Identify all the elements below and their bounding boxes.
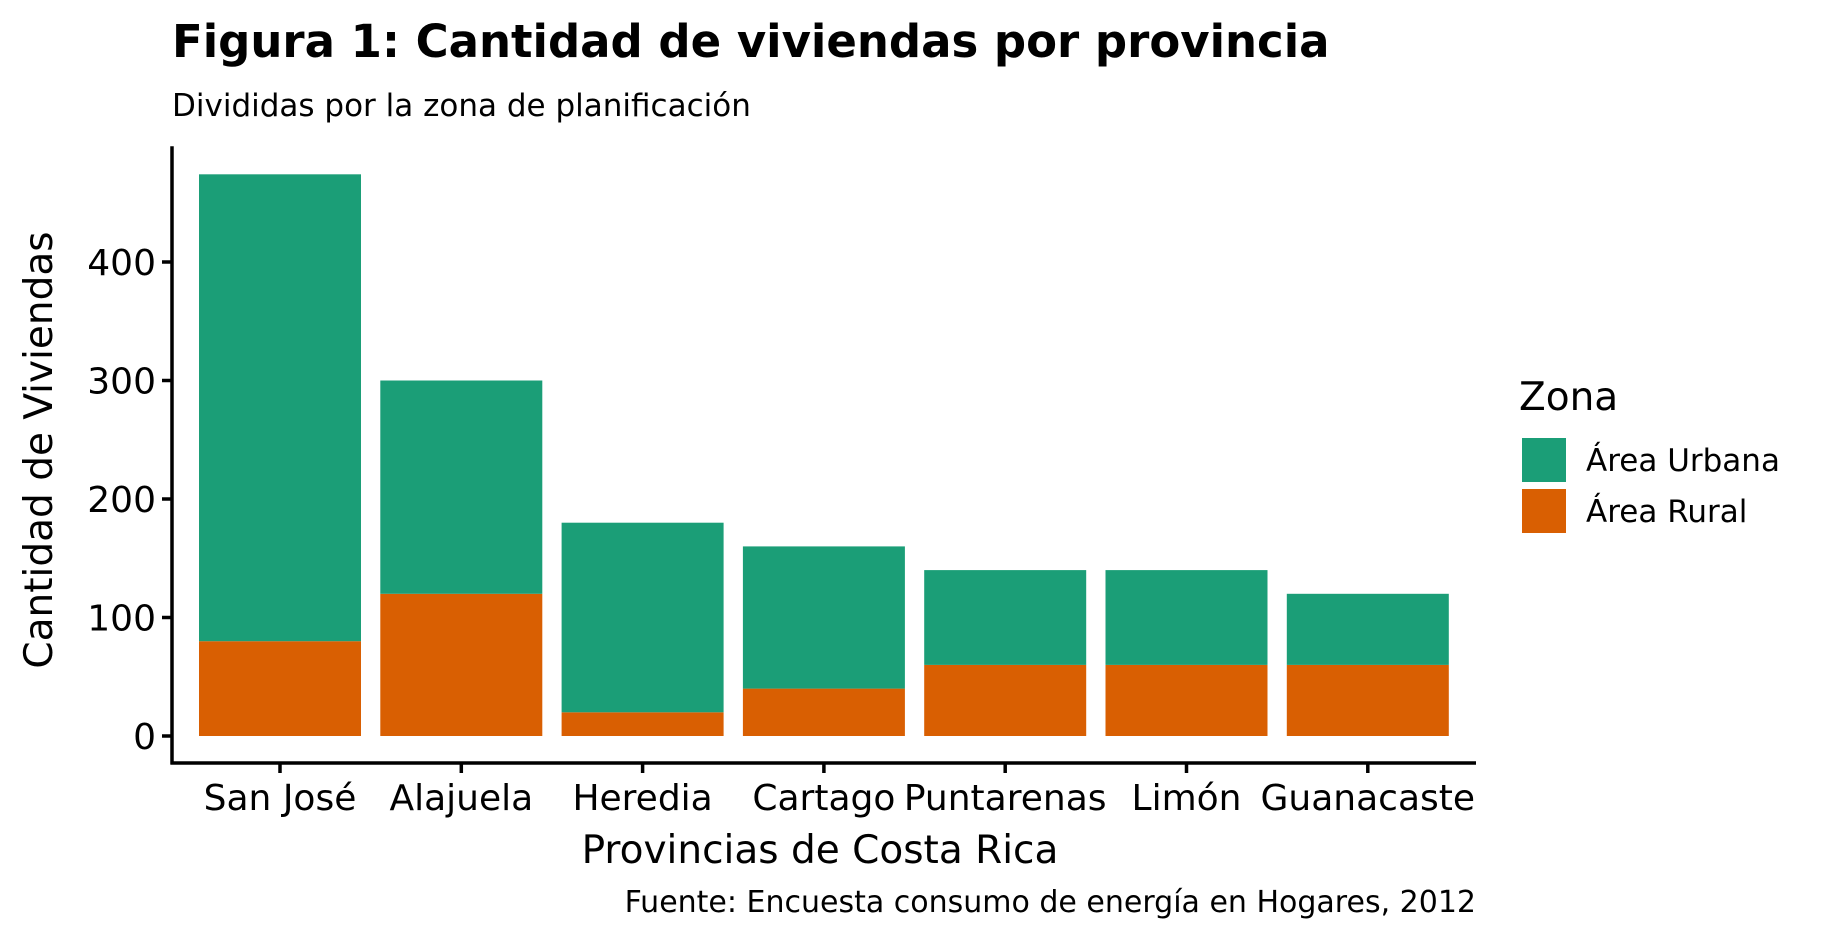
chart-caption: Fuente: Encuesta consumo de energía en H… (625, 885, 1476, 920)
y-tick-label: 400 (87, 243, 156, 284)
bars-layer (199, 174, 1449, 736)
bar-urban (1286, 593, 1449, 665)
x-axis-title: Provincias de Costa Rica (582, 828, 1059, 873)
legend-key-urban (1522, 438, 1566, 482)
bar-urban (1105, 570, 1268, 665)
y-tick-label: 300 (87, 362, 156, 403)
bar-rural (1105, 664, 1268, 736)
bar-urban (199, 174, 361, 642)
y-axis: 0 100 200 300 400 (87, 146, 174, 765)
bar-rural (1286, 664, 1449, 736)
x-tick-label: Puntarenas (904, 778, 1107, 819)
bar-rural (561, 712, 724, 736)
legend: Zona Área Urbana Área Rural (1519, 375, 1780, 533)
y-axis-title: Cantidad de Viviendas (17, 231, 62, 668)
x-tick-label: Guanacaste (1261, 778, 1476, 819)
bar-rural (199, 641, 361, 736)
x-tick-label: San José (204, 778, 357, 819)
x-tick-label: Cartago (752, 778, 895, 819)
chart-subtitle: Divididas por la zona de planificación (172, 88, 751, 124)
bar-urban (561, 522, 724, 713)
bar-rural (742, 688, 905, 736)
x-tick-label: Alajuela (389, 778, 533, 819)
legend-key-rural (1522, 489, 1566, 533)
legend-label: Área Urbana (1586, 443, 1780, 479)
bar-rural (924, 664, 1087, 736)
y-tick-label: 200 (87, 480, 156, 521)
x-tick-label: Heredia (572, 778, 712, 819)
chart-title: Figura 1: Cantidad de viviendas por prov… (172, 15, 1330, 68)
legend-label: Área Rural (1586, 494, 1747, 530)
bar-urban (380, 380, 543, 594)
bar-urban (742, 546, 905, 689)
y-tick-label: 100 (87, 599, 156, 640)
bar-rural (380, 593, 543, 736)
legend-title: Zona (1519, 375, 1618, 420)
x-axis: San José Alajuela Heredia Cartago Puntarenas… (170, 761, 1476, 819)
y-tick-label: 0 (133, 717, 156, 758)
bar-urban (924, 570, 1087, 665)
x-tick-label: Limón (1132, 778, 1242, 819)
